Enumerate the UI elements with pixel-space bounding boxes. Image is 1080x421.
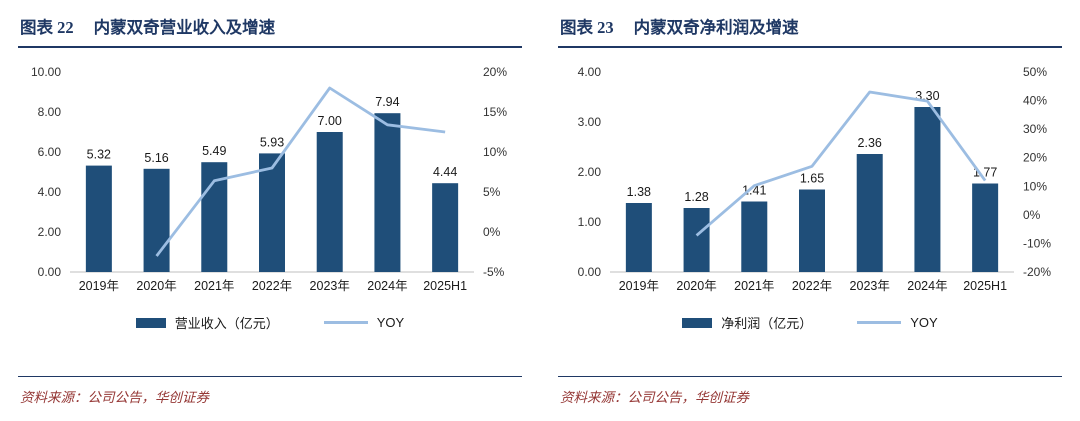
bar	[799, 189, 825, 272]
category-label: 2022年	[252, 279, 292, 293]
bar	[432, 183, 459, 272]
panel-net-profit: 图表 23 内蒙双奇净利润及增速 0.00 1.00 2.00 3.00 4.00 -20…	[540, 0, 1080, 421]
category-label: 2023年	[850, 279, 890, 293]
right-axis-tick-label: -10%	[1023, 236, 1051, 250]
bar	[143, 168, 170, 272]
line-legend-label: YOY	[910, 315, 938, 330]
right-axis-tick-label: 15%	[483, 105, 507, 119]
left-axis-tick-label: 2.00	[38, 225, 62, 239]
bar	[856, 154, 883, 272]
bar-value-label: 7.00	[318, 114, 342, 128]
category-label: 2025H1	[963, 279, 1007, 293]
line-legend-label: YOY	[376, 315, 405, 330]
bar-legend-swatch	[682, 317, 713, 328]
source-text: 资料来源：公司公告，华创证券	[20, 390, 209, 405]
bar-value-label: 5.93	[260, 135, 284, 149]
bar	[85, 165, 112, 272]
category-label: 2022年	[792, 279, 832, 293]
category-label: 2019年	[79, 279, 119, 293]
chart-svg: 0.00 1.00 2.00 3.00 4.00 -20% -10% 0% 10% 20% 30% 4…	[578, 65, 1052, 293]
right-axis-tick-label: 40%	[1023, 94, 1047, 108]
right-axis-tick-label: -20%	[1023, 265, 1051, 279]
left-axis-tick-label: 0.00	[38, 265, 62, 279]
bar	[972, 183, 999, 272]
left-axis-tick-label: 0.00	[578, 265, 602, 279]
bar-value-label: 1.41	[742, 184, 766, 198]
right-axis-tick-label: 10%	[483, 145, 507, 159]
bar	[316, 132, 343, 272]
category-label: 2023年	[310, 279, 350, 293]
bar-value-label: 1.38	[627, 185, 651, 199]
yoy-line	[155, 86, 446, 257]
category-label: 2025H1	[423, 279, 467, 293]
bar-value-label: 4.44	[433, 165, 457, 179]
right-axis-tick-label: -5%	[483, 265, 505, 279]
left-axis-tick-label: 8.00	[38, 105, 62, 119]
left-axis-tick-label: 6.00	[38, 145, 62, 159]
right-axis-tick-label: 0%	[483, 225, 501, 239]
revenue-chart: 0.00 2.00 4.00 6.00 8.00 10.00 -5% 0% 5% 10% 15% 20…	[18, 56, 522, 313]
figure-title-net-profit: 图表 23 内蒙双奇净利润及增速	[558, 10, 1062, 48]
left-axis-tick-label: 4.00	[578, 65, 602, 79]
left-axis-tick-label: 2.00	[578, 165, 602, 179]
left-axis-tick-label: 3.00	[578, 115, 602, 129]
figure-title-revenue: 图表 22 内蒙双奇营业收入及增速	[18, 10, 522, 48]
left-axis-tick-label: 1.00	[578, 215, 602, 229]
category-label: 2024年	[907, 279, 947, 293]
category-label: 2019年	[619, 279, 659, 293]
category-label: 2020年	[676, 279, 716, 293]
panel-revenue: 图表 22 内蒙双奇营业收入及增速 0.00 2.00 4.00 6.00 8.00 10…	[18, 10, 522, 421]
bar	[259, 153, 285, 272]
bar	[741, 201, 768, 272]
figure-number: 图表 23	[560, 18, 614, 37]
category-label: 2021年	[734, 279, 774, 293]
chart-svg: 0.00 2.00 4.00 6.00 8.00 10.00 -5% 0% 5% 10% 15% 20…	[31, 65, 507, 293]
left-axis-tick-label: 4.00	[38, 185, 62, 199]
right-axis-tick-label: 20%	[1023, 151, 1047, 165]
bar	[683, 208, 710, 272]
bar-value-label: 2.36	[858, 136, 882, 150]
bar-legend-label: 营业收入（亿元）	[174, 316, 279, 331]
line-legend-swatch	[323, 321, 368, 324]
figure-number: 图表 22	[20, 18, 74, 37]
right-axis-tick-label: 10%	[1023, 179, 1047, 193]
bar	[374, 113, 401, 272]
category-label: 2021年	[194, 279, 234, 293]
yoy-line	[695, 90, 987, 237]
right-axis-tick-label: 50%	[1023, 65, 1047, 79]
bar-value-label: 1.65	[800, 172, 824, 186]
bar-value-label: 1.28	[684, 190, 708, 204]
bar-value-label: 5.32	[87, 148, 111, 162]
source-text: 资料来源：公司公告，华创证券	[560, 390, 749, 405]
bar-value-label: 1.77	[973, 166, 997, 180]
bar	[914, 107, 941, 272]
source-footer-revenue: 资料来源：公司公告，华创证券	[18, 376, 522, 421]
figure-title-text: 内蒙双奇营业收入及增速	[93, 18, 276, 37]
figure-title-text: 内蒙双奇净利润及增速	[633, 18, 799, 37]
bar-legend-label: 净利润（亿元）	[721, 316, 813, 331]
source-footer-net-profit: 资料来源：公司公告，华创证券	[558, 376, 1062, 421]
bar-value-label: 7.94	[375, 95, 399, 109]
left-axis-tick-label: 10.00	[31, 65, 61, 79]
legend-net-profit: 净利润（亿元） YOY	[558, 313, 1062, 332]
right-axis-tick-label: 0%	[1023, 208, 1041, 222]
legend-revenue: 营业收入（亿元） YOY	[18, 313, 522, 332]
bar-value-label: 5.16	[144, 151, 168, 165]
bar-legend-swatch	[135, 317, 166, 328]
category-label: 2020年	[136, 279, 176, 293]
right-axis-tick-label: 30%	[1023, 122, 1047, 136]
right-axis-tick-label: 5%	[483, 185, 501, 199]
net-profit-chart: 0.00 1.00 2.00 3.00 4.00 -20% -10% 0% 10% 20% 30% 4…	[558, 56, 1062, 313]
line-legend-swatch	[857, 321, 902, 324]
right-axis-tick-label: 20%	[483, 65, 507, 79]
bar-value-label: 5.49	[202, 144, 226, 158]
bar	[625, 203, 652, 272]
category-label: 2024年	[367, 279, 407, 293]
